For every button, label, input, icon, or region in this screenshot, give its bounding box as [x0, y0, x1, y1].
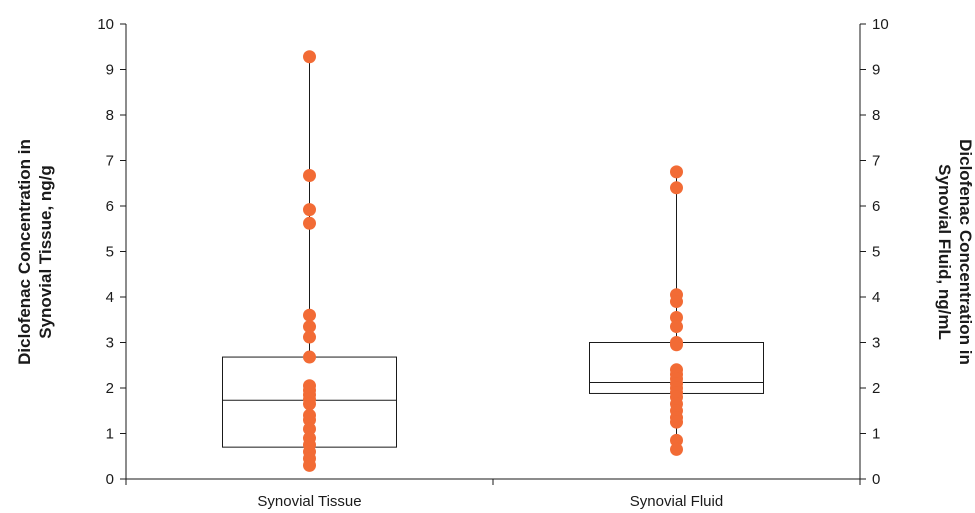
- data-point: [303, 203, 316, 217]
- y-tick-label: 9: [106, 62, 114, 79]
- y-tick-label: 0: [106, 471, 114, 488]
- y2-axis-title-line-2: Synovial Fluid, ng/mL: [935, 164, 954, 340]
- y2-tick-label: 3: [872, 335, 880, 352]
- category-label: Synovial Tissue: [257, 493, 361, 510]
- category-label: Synovial Fluid: [630, 493, 723, 510]
- data-point: [303, 216, 316, 230]
- y-tick-label: 7: [106, 153, 114, 170]
- data-point: [670, 320, 683, 334]
- data-point: [670, 433, 683, 447]
- data-point: [303, 50, 316, 64]
- data-point: [303, 413, 316, 427]
- data-point: [303, 308, 316, 322]
- y2-tick-label: 2: [872, 380, 880, 397]
- y-tick-label: 3: [106, 335, 114, 352]
- y2-tick-label: 8: [872, 107, 880, 124]
- y-tick-label: 6: [106, 198, 114, 215]
- labels: Diclofenac Concentration in Synovial Tis…: [15, 16, 975, 510]
- data-point: [303, 458, 316, 472]
- data-point: [670, 310, 683, 324]
- data-point: [670, 165, 683, 179]
- y2-tick-label: 4: [872, 289, 880, 306]
- y-tick-label: 2: [106, 380, 114, 397]
- y-axis-title-line-2: Synovial Tissue, ng/g: [36, 165, 55, 339]
- y2-tick-label: 1: [872, 426, 880, 443]
- data-point: [670, 442, 683, 456]
- y2-tick-label: 10: [872, 16, 889, 33]
- data-point: [303, 422, 316, 436]
- y-tick-label: 10: [97, 16, 114, 33]
- data-point: [303, 330, 316, 344]
- y2-tick-label: 9: [872, 62, 880, 79]
- data-point: [303, 169, 316, 183]
- data-point: [303, 350, 316, 364]
- y2-tick-label: 6: [872, 198, 880, 215]
- y-tick-label: 4: [106, 289, 114, 306]
- y-tick-label: 1: [106, 426, 114, 443]
- data-point: [303, 320, 316, 334]
- y2-tick-label: 5: [872, 244, 880, 261]
- data-points: [303, 50, 683, 472]
- y-tick-label: 5: [106, 244, 114, 261]
- y2-axis-title-line-1: Diclofenac Concentration in: [956, 139, 975, 365]
- data-point: [303, 397, 316, 411]
- data-point: [670, 181, 683, 195]
- y2-tick-label: 0: [872, 471, 880, 488]
- data-point: [670, 295, 683, 309]
- y-axis-title-line-1: Diclofenac Concentration in: [15, 139, 34, 365]
- data-point: [670, 338, 683, 352]
- data-point: [670, 415, 683, 429]
- y-tick-label: 8: [106, 107, 114, 124]
- axes: [120, 23, 866, 485]
- y2-tick-label: 7: [872, 153, 880, 170]
